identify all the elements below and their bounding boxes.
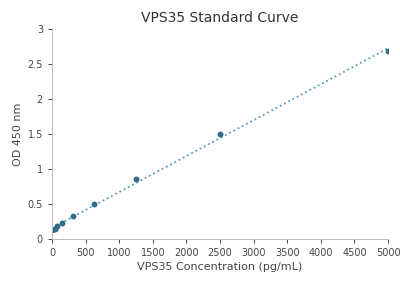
Point (70, 214, 76, 219)
Y-axis label: OD 450 nm: OD 450 nm (13, 102, 23, 166)
Point (59, 221, 66, 226)
X-axis label: VPS35 Concentration (pg/mL): VPS35 Concentration (pg/mL) (137, 262, 303, 272)
Point (217, 132, 223, 136)
Point (54, 224, 60, 228)
Point (133, 177, 139, 182)
Point (49, 228, 55, 233)
Point (385, 49, 391, 54)
Point (52, 226, 58, 231)
Title: VPS35 Standard Curve: VPS35 Standard Curve (141, 11, 299, 25)
Point (91, 202, 97, 207)
